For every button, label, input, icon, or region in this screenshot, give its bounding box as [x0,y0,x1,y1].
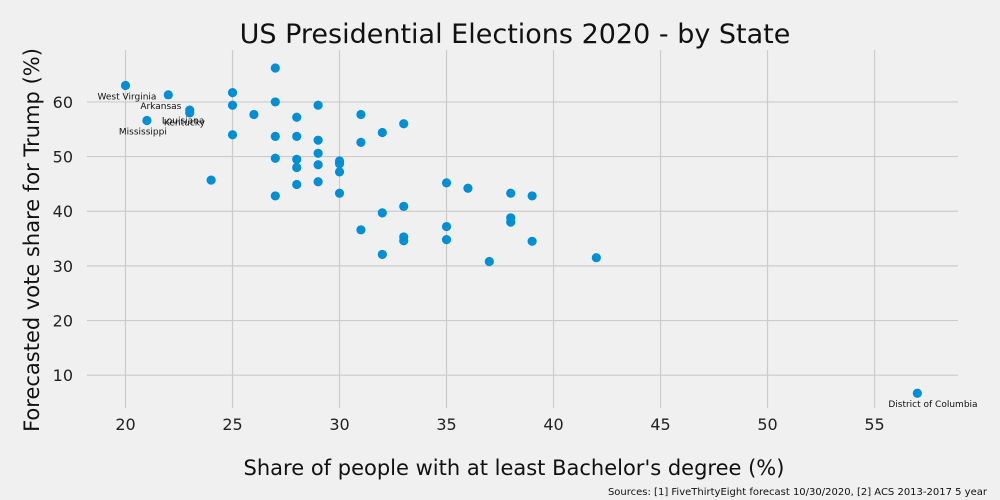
data-point [591,253,601,263]
y-tick-label: 60 [53,93,73,112]
y-tick-label: 30 [53,257,73,276]
data-point [527,236,537,246]
data-point [377,208,387,218]
data-point [356,225,366,235]
data-point [377,249,387,260]
data-point [227,88,238,98]
data-point [292,131,302,141]
x-tick-label: 55 [864,415,884,434]
data-point [399,236,409,246]
data-point [313,135,323,145]
data-point [334,188,345,198]
x-tick-label: 40 [543,415,563,434]
y-tick-label: 40 [53,202,73,221]
data-point [292,162,302,173]
data-point [249,109,259,120]
data-point [506,217,516,227]
data-point [292,179,302,190]
point-annotation: Mississippi [119,128,167,138]
point-annotation: Arkansas [140,102,181,112]
data-point [334,167,345,177]
data-point [313,160,323,170]
x-tick-label: 30 [329,415,349,434]
data-point [334,159,345,169]
x-tick-label: 45 [650,415,670,434]
data-point [313,177,323,187]
data-point [227,100,238,110]
data-point [313,100,323,110]
data-point [270,97,280,107]
data-point [377,127,387,138]
data-point [292,112,302,122]
point-annotation: Louisiana [162,117,205,127]
data-point [142,115,152,126]
point-annotation: West Virginia [98,93,157,103]
x-axis-label: Share of people with at least Bachelor's… [244,456,785,480]
y-tick-label: 10 [53,366,73,385]
data-point [120,80,131,91]
point-annotation: District of Columbia [888,400,977,410]
data-point [463,183,473,193]
data-point [484,256,494,267]
data-point [292,154,302,164]
data-point [185,108,195,118]
chart-title: US Presidential Elections 2020 - by Stat… [240,19,791,50]
data-point [912,388,922,398]
data-point [270,131,280,141]
x-tick-label: 20 [115,415,135,434]
data-point [441,235,452,245]
data-point [270,153,280,163]
data-point [441,221,452,232]
data-point [399,201,409,211]
tick-layer: 20 25 30 35 40 45 50 55 10 20 30 40 50 60 [53,93,885,434]
data-point [270,63,280,73]
data-point [206,175,216,185]
data-point [441,178,452,188]
y-axis-label: Forecasted vote share for Trump (%) [20,48,44,432]
y-tick-label: 50 [53,148,73,167]
point-annotation: Kentucky [164,119,206,129]
y-tick-label: 20 [53,312,73,331]
data-point [527,191,537,201]
x-tick-label: 25 [222,415,242,434]
data-point [270,191,280,201]
data-point [506,188,516,198]
point-layer [120,63,922,398]
data-point [227,130,238,140]
x-tick-label: 50 [757,415,777,434]
data-point [313,148,323,158]
source-note: Sources: [1] FiveThirtyEight forecast 10… [608,487,988,498]
data-point [163,90,173,100]
data-point [399,119,409,129]
data-point [356,109,366,120]
x-tick-label: 35 [436,415,456,434]
data-point [356,137,366,147]
